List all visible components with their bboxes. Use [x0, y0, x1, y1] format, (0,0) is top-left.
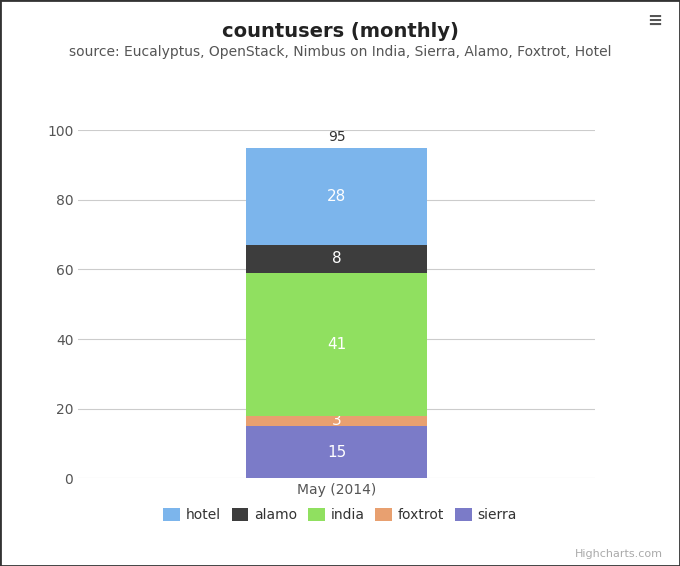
Text: 41: 41	[327, 337, 346, 351]
Text: 3: 3	[332, 413, 341, 428]
Text: countusers (monthly): countusers (monthly)	[222, 22, 458, 41]
Text: ≡: ≡	[647, 12, 662, 30]
Text: 8: 8	[332, 251, 341, 267]
Bar	[246, 426, 427, 478]
Text: 95: 95	[328, 130, 345, 144]
Bar	[246, 415, 427, 426]
Legend: hotel, alamo, india, foxtrot, sierra: hotel, alamo, india, foxtrot, sierra	[158, 503, 522, 528]
Text: 28: 28	[327, 189, 346, 204]
Text: 15: 15	[327, 445, 346, 460]
Bar	[246, 273, 427, 415]
Text: source: Eucalyptus, OpenStack, Nimbus on India, Sierra, Alamo, Foxtrot, Hotel: source: Eucalyptus, OpenStack, Nimbus on…	[69, 45, 611, 59]
Bar	[246, 148, 427, 245]
Bar	[246, 245, 427, 273]
Text: Highcharts.com: Highcharts.com	[575, 549, 663, 559]
